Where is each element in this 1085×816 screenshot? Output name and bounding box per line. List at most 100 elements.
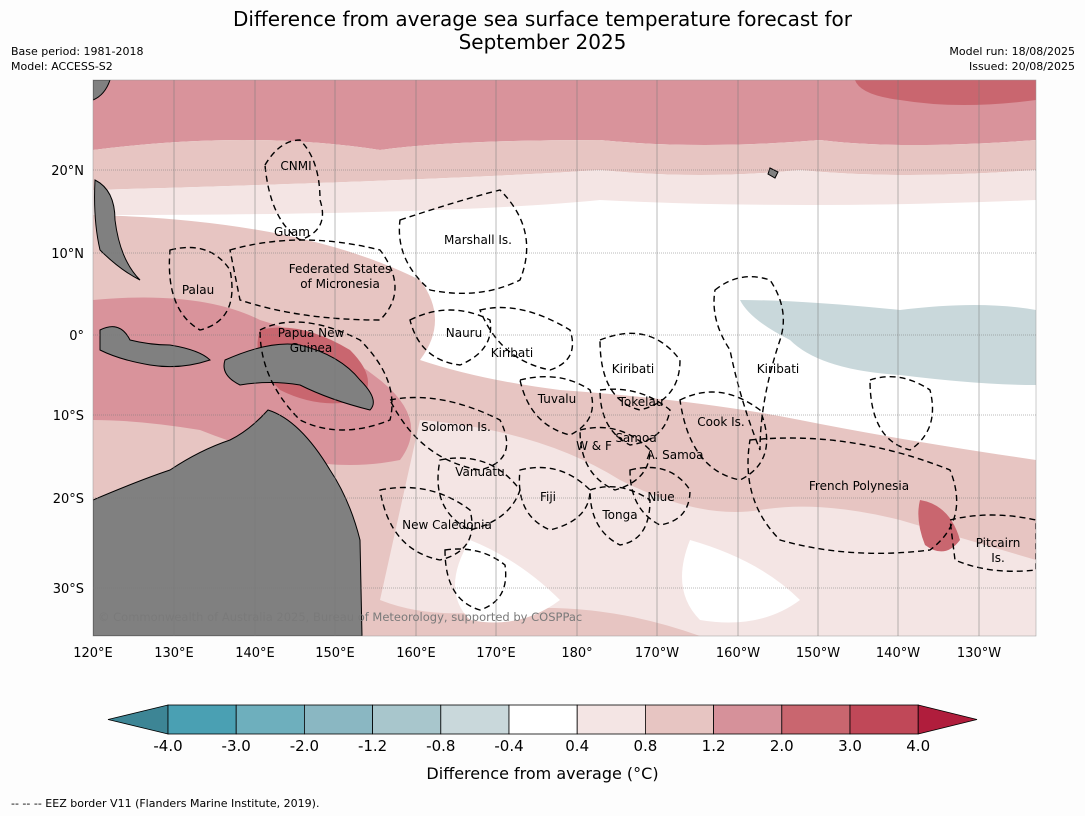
anomaly-band-north xyxy=(93,80,1036,150)
lon-tick-label: 120°E xyxy=(73,646,113,661)
colorbar-tick-label: -1.2 xyxy=(358,737,387,755)
map-panel xyxy=(93,80,1036,636)
lat-tick-label: 10°S xyxy=(53,409,84,424)
cool-tongue-east xyxy=(740,300,1036,385)
colorbar-label: Difference from average (°C) xyxy=(426,764,659,783)
neutral-patch-2 xyxy=(682,540,800,623)
lon-tick-label: 170°W xyxy=(635,646,679,661)
region-label: Nauru xyxy=(446,326,482,340)
region-label: Marshall Is. xyxy=(444,233,512,247)
region-label: New Caledonia xyxy=(402,518,492,532)
anomaly-band-north-2 xyxy=(93,140,1036,190)
colorbar-tick-label: -0.4 xyxy=(494,737,523,755)
region-label: Guinea xyxy=(290,341,333,355)
lon-tick-label: 130°E xyxy=(154,646,194,661)
region-label: Cook Is. xyxy=(697,415,744,429)
colorbar-swatch xyxy=(235,704,305,735)
anomaly-pitcairn-patch xyxy=(918,500,960,552)
region-label: Vanuatu xyxy=(455,465,505,479)
hawaii-island xyxy=(767,167,779,179)
colorbar-swatch xyxy=(849,704,919,735)
model-name: Model: ACCESS-S2 xyxy=(11,60,113,73)
colorbar-swatch xyxy=(440,704,510,735)
region-label: French Polynesia xyxy=(809,479,909,493)
australia-landmass xyxy=(93,409,363,636)
lat-tick-label: 0° xyxy=(69,329,84,344)
title-line-2: September 2025 xyxy=(458,30,627,54)
copyright-notice: © Commonwealth of Australia 2025, Bureau… xyxy=(98,610,582,624)
lon-tick-label: 160°W xyxy=(716,646,760,661)
region-label: Federated States xyxy=(289,262,391,276)
region-label: Papua New xyxy=(278,326,345,340)
lon-tick-label: 150°E xyxy=(315,646,355,661)
region-label: Palau xyxy=(182,283,214,297)
lat-tick-label: 20°S xyxy=(53,492,84,507)
title-line-1: Difference from average sea surface temp… xyxy=(232,7,852,31)
region-label: Tonga xyxy=(601,508,637,522)
region-label: Kiribati xyxy=(491,346,533,360)
region-label: Solomon Is. xyxy=(421,420,491,434)
lon-tick-label: 160°E xyxy=(396,646,436,661)
region-label: of Micronesia xyxy=(300,277,380,291)
lon-tick-label: 130°W xyxy=(957,646,1001,661)
base-period: Base period: 1981-2018 xyxy=(11,45,144,58)
region-label: Kiribati xyxy=(612,362,654,376)
lon-tick-label: 170°E xyxy=(476,646,516,661)
colorbar-swatch xyxy=(303,704,373,735)
colorbar-tick-label: 3.0 xyxy=(838,737,862,755)
colorbar-swatch xyxy=(713,704,783,735)
map-frame xyxy=(92,79,1037,637)
anomaly-band-north-3 xyxy=(93,170,1036,215)
anomaly-south-pacific xyxy=(380,420,1036,636)
colorbar-tick-label: 0.8 xyxy=(633,737,657,755)
colorbar-swatch xyxy=(645,704,715,735)
region-label: A. Samoa xyxy=(647,448,704,462)
axis-tick-labels: 120°E 130°E 140°E 150°E 160°E 170°E 180° 170°W 1… xyxy=(51,164,1001,661)
colorbar-tick-label: -0.8 xyxy=(426,737,455,755)
lat-tick-label: 30°S xyxy=(53,582,84,597)
colorbar: -4.0 -3.0 -2.0 -1.2 -0.8 -0.4 0.4 0.8 1.2 2.0 3.0 4… xyxy=(107,704,978,755)
region-label: CNMI xyxy=(280,159,311,173)
region-label: Tuvalu xyxy=(537,392,577,406)
colorbar-tick-label: -3.0 xyxy=(222,737,251,755)
colorbar-tick-label: -4.0 xyxy=(153,737,182,755)
lat-tick-label: 10°N xyxy=(51,247,84,262)
graticule xyxy=(93,80,1036,636)
anomaly-patch-north xyxy=(855,80,1036,105)
philippines-landmass xyxy=(94,179,141,281)
region-label: Niue xyxy=(647,490,674,504)
colorbar-swatch xyxy=(372,704,442,735)
colorbar-tick-label: 4.0 xyxy=(906,737,930,755)
colorbar-tick-label: 0.4 xyxy=(565,737,589,755)
region-label: Samoa xyxy=(615,431,656,445)
lon-tick-label: 140°W xyxy=(876,646,920,661)
meta-right: Model run: 18/08/2025 Issued: 20/08/2025 xyxy=(949,44,1075,74)
map-title: Difference from average sea surface temp… xyxy=(0,8,1085,54)
colorbar-swatch xyxy=(576,704,646,735)
colorbar-swatch xyxy=(508,704,578,735)
colorbar-tick-label: -2.0 xyxy=(290,737,319,755)
region-label: Fiji xyxy=(540,490,556,504)
colorbar-tick-label: 1.2 xyxy=(702,737,726,755)
lon-tick-label: 140°E xyxy=(235,646,275,661)
lon-tick-label: 150°W xyxy=(796,646,840,661)
indonesia-landmass xyxy=(99,326,211,368)
model-run: Model run: 18/08/2025 xyxy=(949,45,1075,58)
eez-legend-note: -- -- -- EEZ border V11 (Flanders Marine… xyxy=(11,797,320,810)
meta-left: Base period: 1981-2018 Model: ACCESS-S2 xyxy=(11,44,143,74)
region-label: Is. xyxy=(991,551,1005,565)
colorbar-swatch xyxy=(167,704,237,735)
region-label: Guam xyxy=(274,225,310,239)
colorbar-swatch xyxy=(781,704,851,735)
lon-tick-label: 180° xyxy=(561,646,592,661)
neutral-patch-1 xyxy=(455,540,560,623)
region-label: W & F xyxy=(576,439,612,453)
colorbar-max-arrow xyxy=(917,704,978,735)
colorbar-min-arrow xyxy=(107,704,169,735)
eez-borders xyxy=(168,139,1036,611)
region-label: Tokelau xyxy=(618,395,664,409)
region-label: Kiribati xyxy=(757,362,799,376)
lat-tick-label: 20°N xyxy=(51,164,84,179)
